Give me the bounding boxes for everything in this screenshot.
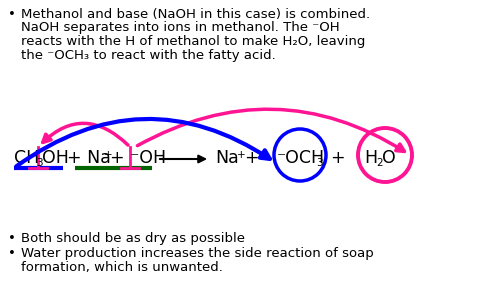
Text: Water production increases the side reaction of soap: Water production increases the side reac… bbox=[21, 248, 374, 261]
FancyArrowPatch shape bbox=[43, 123, 128, 145]
Text: +: + bbox=[330, 149, 344, 167]
Text: CH: CH bbox=[14, 149, 39, 167]
Text: reacts with the H of methanol to make H₂O, leaving: reacts with the H of methanol to make H₂… bbox=[21, 35, 366, 48]
Text: O: O bbox=[382, 149, 396, 167]
Text: Na: Na bbox=[215, 149, 239, 167]
Text: +: + bbox=[104, 150, 112, 160]
FancyArrowPatch shape bbox=[138, 109, 404, 152]
Text: formation, which is unwanted.: formation, which is unwanted. bbox=[21, 261, 223, 274]
Text: Both should be as dry as possible: Both should be as dry as possible bbox=[21, 232, 245, 245]
Text: •: • bbox=[8, 8, 16, 21]
Text: ⁻OCH: ⁻OCH bbox=[277, 149, 325, 167]
Text: Methanol and base (NaOH in this case) is combined.: Methanol and base (NaOH in this case) is… bbox=[21, 8, 370, 21]
Text: OH: OH bbox=[42, 149, 69, 167]
Text: + ⁻OH: + ⁻OH bbox=[110, 149, 166, 167]
Text: + Na: + Na bbox=[67, 149, 111, 167]
Text: the ⁻OCH₃ to react with the fatty acid.: the ⁻OCH₃ to react with the fatty acid. bbox=[21, 48, 276, 62]
FancyArrowPatch shape bbox=[16, 119, 270, 166]
Text: H: H bbox=[364, 149, 377, 167]
Text: NaOH separates into ions in methanol. The ⁻OH: NaOH separates into ions in methanol. Th… bbox=[21, 22, 340, 34]
Text: +: + bbox=[244, 149, 258, 167]
Text: •: • bbox=[8, 248, 16, 261]
Text: •: • bbox=[8, 232, 16, 245]
Text: 2: 2 bbox=[376, 158, 382, 168]
Text: 3: 3 bbox=[36, 158, 43, 168]
Text: 3: 3 bbox=[316, 158, 322, 168]
Text: +: + bbox=[237, 150, 246, 160]
